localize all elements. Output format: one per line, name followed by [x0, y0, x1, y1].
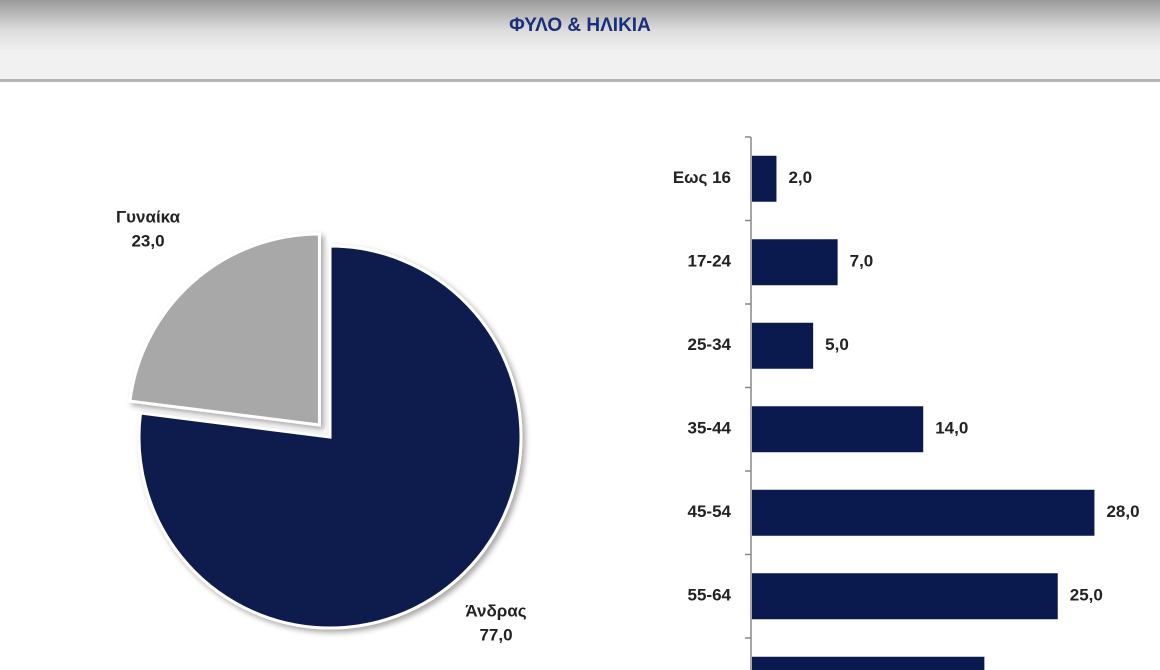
- slice-label: Άνδρας: [465, 601, 526, 620]
- value-label: 25,0: [1070, 586, 1103, 605]
- header-subband: [0, 50, 1160, 79]
- bar: [752, 656, 985, 670]
- bar: [752, 489, 1095, 536]
- value-label: 28,0: [1106, 502, 1139, 521]
- category-label: 35-44: [688, 419, 732, 438]
- category-label: 45-54: [688, 502, 732, 521]
- value-label: 2,0: [788, 168, 812, 187]
- pie-slice: [128, 232, 321, 427]
- bar: [752, 322, 814, 369]
- value-label: 14,0: [935, 419, 968, 438]
- slice-value-label: 77,0: [479, 625, 512, 644]
- slice-value-label: 23,0: [131, 231, 164, 250]
- category-label: Εως 16: [673, 168, 731, 187]
- category-label: 17-24: [688, 252, 732, 271]
- header-band: [0, 0, 1160, 50]
- page-title: ΦΥΛΟ & ΗΛΙΚΙΑ: [509, 15, 651, 36]
- bar: [752, 239, 838, 286]
- category-label: 55-64: [688, 586, 732, 605]
- header-rule: [0, 79, 1160, 82]
- slice-label: Γυναίκα: [116, 207, 181, 226]
- value-label: 5,0: [825, 335, 849, 354]
- category-label: 25-34: [688, 335, 732, 354]
- value-label: 7,0: [850, 252, 874, 271]
- pie-slice: [137, 244, 523, 630]
- bar: [752, 406, 924, 453]
- bar: [752, 573, 1058, 620]
- bar: [752, 155, 777, 202]
